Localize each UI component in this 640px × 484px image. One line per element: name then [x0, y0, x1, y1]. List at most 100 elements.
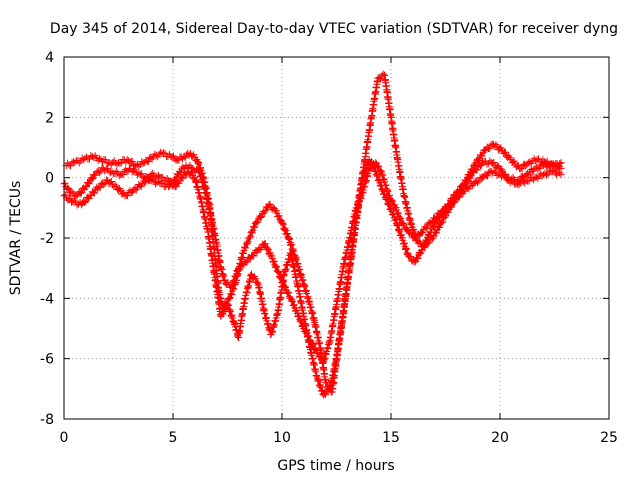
data-point	[376, 182, 384, 190]
data-point	[239, 250, 247, 257]
data-point	[557, 171, 565, 179]
data-point	[443, 204, 451, 212]
data-point	[501, 148, 509, 156]
data-point	[226, 306, 234, 314]
data-point	[61, 191, 69, 199]
data-point	[272, 262, 280, 270]
data-point	[101, 156, 109, 164]
data-point	[524, 159, 532, 167]
data-point	[107, 169, 115, 177]
x-tick-label: 0	[60, 430, 69, 446]
data-point	[287, 297, 295, 305]
data-point	[285, 234, 293, 242]
data-point	[374, 172, 382, 180]
data-point	[390, 210, 398, 218]
data-point	[275, 269, 283, 277]
data-point	[295, 312, 303, 320]
data-point	[135, 162, 143, 170]
data-point	[525, 177, 533, 185]
data-point	[400, 239, 408, 247]
data-point	[287, 241, 295, 249]
data-point	[394, 209, 402, 217]
data-point	[82, 183, 90, 191]
y-tick-label: 0	[45, 171, 54, 187]
data-point	[448, 196, 456, 204]
series-3	[60, 156, 565, 399]
data-point	[518, 164, 526, 172]
data-point	[157, 148, 165, 156]
data-point	[85, 180, 93, 188]
data-point	[384, 200, 392, 208]
data-point	[359, 174, 367, 182]
data-point	[377, 181, 385, 189]
data-point	[394, 209, 402, 217]
data-point	[225, 301, 233, 309]
data-point	[388, 211, 396, 219]
data-point	[492, 169, 500, 177]
data-point	[497, 167, 505, 175]
data-point	[395, 227, 403, 235]
data-point	[96, 169, 104, 177]
data-point	[402, 244, 410, 252]
data-point	[227, 308, 235, 316]
data-point	[429, 223, 437, 231]
data-point	[452, 192, 460, 200]
data-point	[68, 188, 76, 196]
data-point	[142, 178, 150, 186]
data-point	[226, 294, 234, 302]
x-tick-label: 20	[491, 430, 509, 446]
data-point	[407, 219, 415, 227]
data-point	[82, 198, 90, 206]
x-tick-label: 5	[169, 430, 178, 446]
data-point	[270, 257, 278, 265]
data-point	[387, 206, 395, 214]
data-point	[246, 232, 254, 240]
data-point	[469, 169, 477, 177]
data-point	[361, 169, 369, 177]
data-point	[224, 300, 231, 308]
data-point	[411, 258, 419, 266]
data-point	[114, 169, 122, 177]
data-point	[293, 306, 301, 314]
data-point	[465, 185, 473, 193]
data-point	[218, 309, 226, 317]
data-point	[167, 177, 175, 185]
data-point	[379, 70, 387, 78]
data-point	[411, 230, 419, 238]
data-point	[96, 155, 104, 163]
data-point	[432, 229, 440, 237]
data-point	[367, 158, 375, 166]
data-point	[274, 268, 282, 276]
data-point	[315, 377, 323, 385]
data-point	[314, 376, 322, 384]
data-point	[513, 180, 521, 188]
data-point	[102, 165, 110, 173]
data-point	[394, 222, 402, 230]
data-point	[230, 285, 238, 293]
data-point	[408, 220, 416, 228]
data-point	[112, 168, 120, 176]
data-point	[289, 298, 297, 306]
data-point	[279, 219, 287, 227]
data-point	[226, 294, 234, 302]
data-point	[534, 165, 542, 173]
data-point	[198, 170, 206, 178]
data-layer	[60, 70, 565, 399]
data-point	[429, 222, 437, 230]
data-point	[290, 301, 298, 309]
data-point	[486, 145, 494, 153]
data-point	[254, 218, 262, 226]
data-point	[556, 159, 564, 167]
data-point	[91, 189, 99, 197]
data-point	[67, 162, 75, 170]
data-point	[474, 179, 482, 187]
data-point	[373, 172, 381, 180]
data-point	[100, 181, 108, 189]
data-point	[468, 168, 476, 176]
data-point	[86, 192, 94, 200]
data-point	[420, 241, 428, 249]
data-point	[153, 172, 161, 180]
data-point	[399, 219, 407, 227]
data-point	[423, 237, 431, 245]
